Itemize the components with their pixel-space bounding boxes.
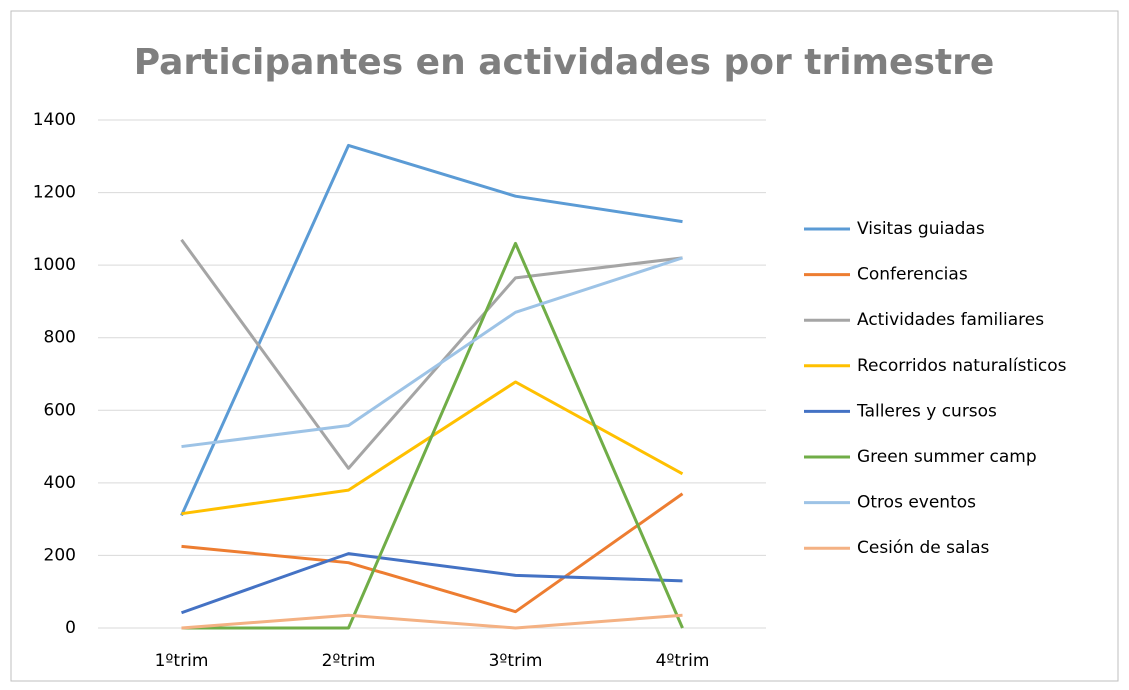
y-tick-label: 200 — [44, 545, 76, 565]
chart-title: Participantes en actividades por trimest… — [134, 42, 995, 83]
line-series — [181, 492, 684, 614]
legend-label: Actividades familiares — [857, 310, 1044, 330]
legend-label: Talleres y cursos — [856, 401, 997, 421]
legend-label: Recorridos naturalísticos — [857, 356, 1067, 376]
line-series — [181, 613, 683, 630]
y-tick-label: 1400 — [33, 110, 76, 130]
y-tick-label: 800 — [44, 328, 76, 348]
chart-border — [10, 10, 1119, 682]
line-series — [180, 238, 683, 470]
x-tick-label: 1ºtrim — [155, 651, 209, 671]
y-tick-label: 600 — [44, 400, 76, 420]
y-tick-label: 1200 — [33, 183, 76, 203]
legend-label: Conferencias — [857, 265, 968, 285]
legend-label: Visitas guiadas — [857, 219, 985, 239]
legend-label: Otros eventos — [857, 493, 976, 513]
y-tick-label: 0 — [65, 618, 76, 638]
line-series — [180, 552, 683, 615]
x-tick-label: 3ºtrim — [489, 651, 543, 671]
legend-label: Cesión de salas — [857, 538, 990, 558]
x-tick-label: 4ºtrim — [656, 651, 710, 671]
y-tick-label: 400 — [44, 473, 76, 493]
x-tick-label: 2ºtrim — [322, 651, 376, 671]
line-series — [180, 143, 683, 517]
line-series — [181, 241, 684, 630]
line-series — [181, 256, 683, 449]
y-tick-label: 1000 — [33, 255, 76, 275]
legend-label: Green summer camp — [857, 447, 1037, 467]
